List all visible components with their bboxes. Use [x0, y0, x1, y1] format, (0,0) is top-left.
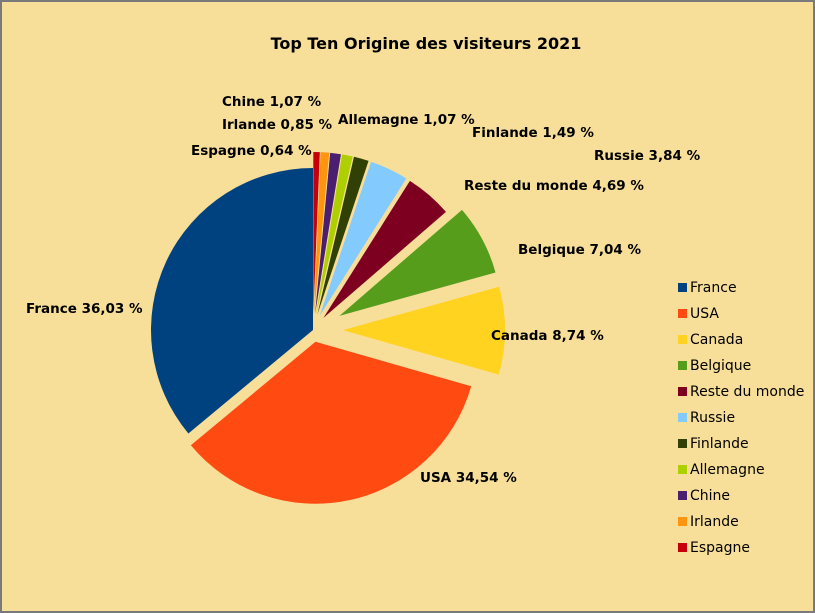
- pie-slice-irlande: [314, 152, 330, 315]
- data-label-espagne: Espagne 0,64 %: [191, 143, 312, 159]
- data-label-belgique: Belgique 7,04 %: [518, 242, 642, 258]
- pie-slice-reste-du-monde: [323, 180, 446, 318]
- legend-label-allemagne: Allemagne: [690, 462, 765, 478]
- data-label-chine: Chine 1,07 %: [222, 94, 322, 110]
- legend: France USA Canada Belgique Reste du monde Rus…: [678, 280, 804, 556]
- data-label-irlande: Irlande 0,85 %: [222, 117, 333, 133]
- legend-swatch-irlande: [678, 517, 687, 526]
- legend-swatch-canada: [678, 335, 687, 344]
- legend-label-canada: Canada: [690, 332, 743, 348]
- legend-swatch-russie: [678, 413, 687, 422]
- legend-label-belgique: Belgique: [690, 358, 751, 374]
- data-label-reste-du-monde: Reste du monde 4,69 %: [464, 178, 644, 194]
- legend-swatch-belgique: [678, 361, 687, 370]
- legend-label-france: France: [690, 280, 737, 296]
- chart-title: Top Ten Origine des visiteurs 2021: [271, 34, 582, 53]
- pie-slice-canada: [342, 286, 505, 375]
- pie-slice-usa: [190, 341, 472, 504]
- legend-swatch-france: [678, 283, 687, 292]
- legend-label-usa: USA: [690, 306, 719, 322]
- pie-slice-belgique: [339, 209, 496, 316]
- legend-swatch-usa: [678, 309, 687, 318]
- legend-swatch-reste-du-monde: [678, 387, 687, 396]
- data-labels: France 36,03 % USA 34,54 % Canada 8,74 % Be…: [26, 94, 701, 486]
- legend-swatch-allemagne: [678, 465, 687, 474]
- pie-slice-france: [150, 168, 313, 434]
- legend-swatch-espagne: [678, 543, 687, 552]
- data-label-usa: USA 34,54 %: [420, 470, 517, 486]
- data-label-canada: Canada 8,74 %: [491, 328, 604, 344]
- legend-label-reste-du-monde: Reste du monde: [690, 384, 804, 400]
- legend-swatch-finlande: [678, 439, 687, 448]
- pie-slices: [150, 152, 505, 504]
- legend-label-finlande: Finlande: [690, 436, 749, 452]
- legend-swatch-chine: [678, 491, 687, 500]
- pie-slice-chine: [315, 152, 341, 315]
- pie-slice-finlande: [317, 156, 369, 315]
- pie-slice-allemagne: [316, 154, 353, 315]
- data-label-france: France 36,03 %: [26, 301, 143, 317]
- pie-slice-espagne: [313, 152, 320, 315]
- legend-label-espagne: Espagne: [690, 540, 750, 556]
- data-label-finlande: Finlande 1,49 %: [472, 125, 594, 141]
- legend-label-irlande: Irlande: [690, 514, 739, 530]
- data-label-allemagne: Allemagne 1,07 %: [338, 112, 475, 128]
- data-label-russie: Russie 3,84 %: [594, 148, 701, 164]
- legend-label-chine: Chine: [690, 488, 730, 504]
- pie-slice-russie: [319, 161, 407, 316]
- legend-label-russie: Russie: [690, 410, 735, 426]
